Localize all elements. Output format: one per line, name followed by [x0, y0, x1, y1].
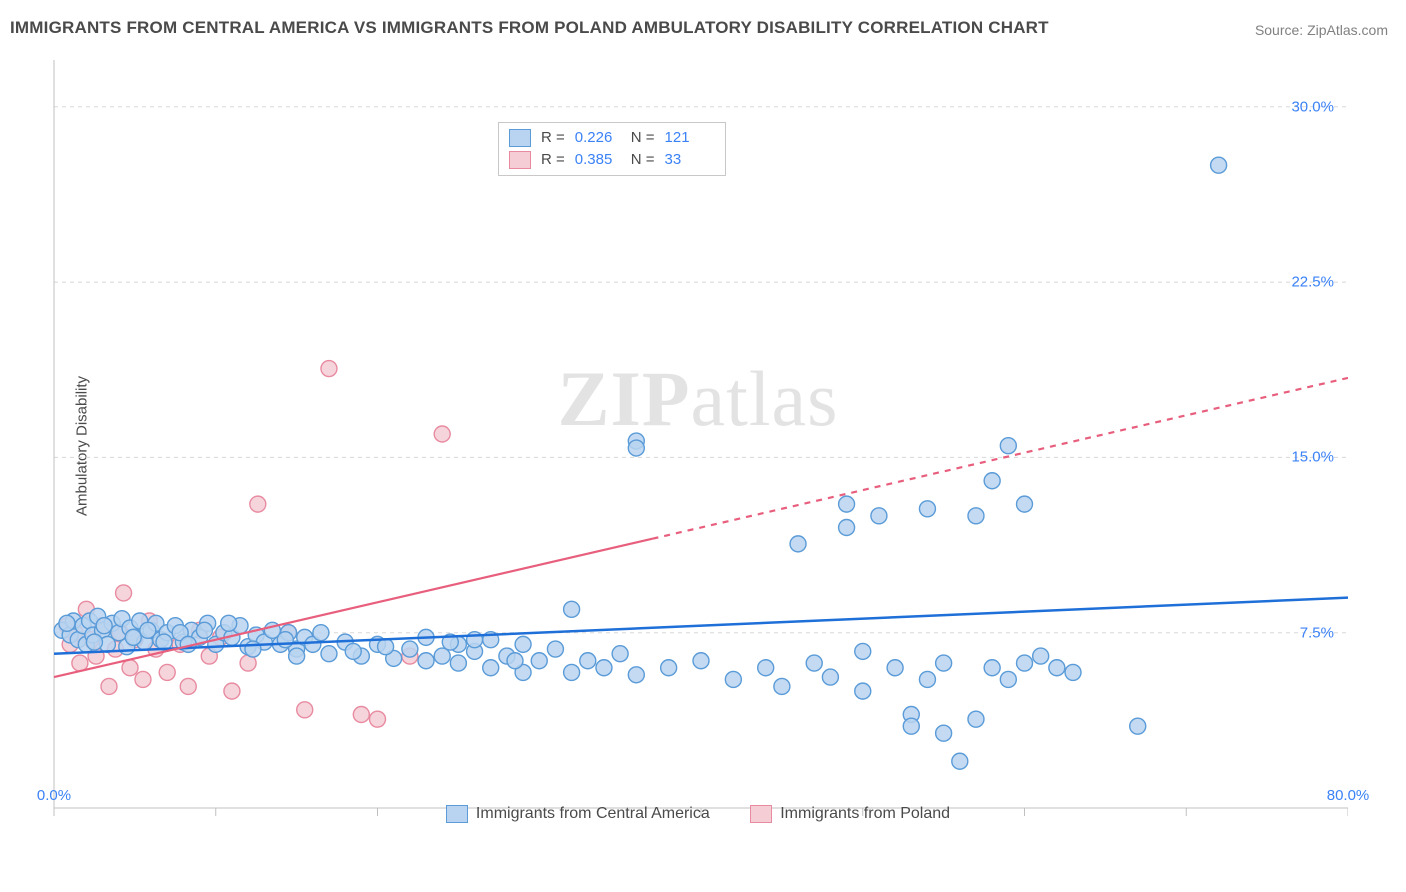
- legend-item-label: Immigrants from Central America: [476, 805, 710, 823]
- correlation-legend: R = 0.226 N = 121 R = 0.385 N = 33: [498, 122, 726, 176]
- chart-plot-area: ZIPatlas R = 0.226 N = 121 R = 0.385 N =…: [48, 60, 1348, 830]
- x-tick-label: 0.0%: [37, 787, 71, 804]
- swatch-icon: [750, 805, 772, 823]
- chart-title: IMMIGRANTS FROM CENTRAL AMERICA VS IMMIG…: [10, 18, 1049, 38]
- legend-row: R = 0.226 N = 121: [509, 127, 711, 149]
- y-tick-label: 15.0%: [1291, 449, 1334, 466]
- y-tick-label: 22.5%: [1291, 274, 1334, 291]
- legend-item: Immigrants from Central America: [446, 805, 710, 823]
- x-tick-label: 80.0%: [1327, 787, 1370, 804]
- legend-n-label: N =: [631, 149, 655, 171]
- legend-r-value: 0.385: [575, 149, 621, 171]
- legend-r-label: R =: [541, 149, 565, 171]
- swatch-icon: [509, 129, 531, 147]
- legend-row: R = 0.385 N = 33: [509, 149, 711, 171]
- y-tick-label: 7.5%: [1300, 624, 1334, 641]
- swatch-icon: [446, 805, 468, 823]
- legend-r-label: R =: [541, 127, 565, 149]
- legend-n-label: N =: [631, 127, 655, 149]
- legend-item-label: Immigrants from Poland: [780, 805, 950, 823]
- chart-source: Source: ZipAtlas.com: [1255, 22, 1388, 38]
- swatch-icon: [509, 151, 531, 169]
- series-legend: Immigrants from Central America Immigran…: [48, 805, 1348, 828]
- legend-n-value: 33: [665, 149, 711, 171]
- legend-item: Immigrants from Poland: [750, 805, 950, 823]
- y-tick-label: 30.0%: [1291, 98, 1334, 115]
- legend-n-value: 121: [665, 127, 711, 149]
- legend-r-value: 0.226: [575, 127, 621, 149]
